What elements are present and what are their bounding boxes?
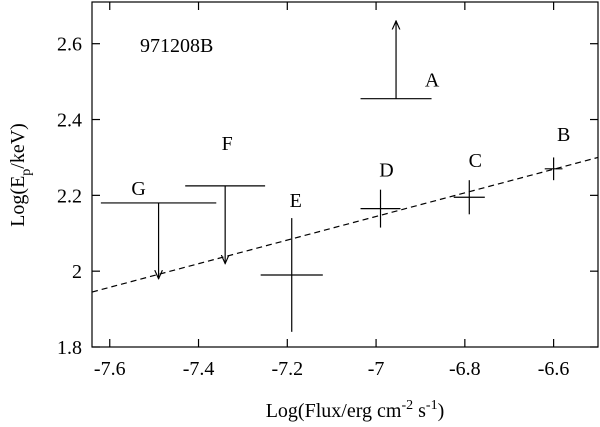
point-label: B [557,124,570,146]
point-label: G [131,178,145,200]
x-axis-label: Log(Flux/erg cm-2 s-1) [266,398,445,422]
y-tick-label: 2 [72,261,82,283]
y-tick-label: 2.4 [57,110,82,132]
x-tick-label: -6.6 [538,358,570,380]
x-tick-label: -7.6 [94,358,126,380]
x-tick-label: -7.2 [271,358,303,380]
point-label: F [222,133,233,155]
y-tick-label: 1.8 [57,337,82,359]
fit-line [91,156,599,293]
point-label: C [469,150,482,172]
x-tick-label: -7.4 [183,358,215,380]
point-label: E [290,190,302,212]
x-tick-label: -7 [368,358,385,380]
y-tick-label: 2.2 [57,185,82,207]
y-tick-label: 2.6 [57,34,82,56]
point-label: D [379,160,393,182]
plot-frame [91,1,599,348]
x-tick-label: -6.8 [449,358,481,380]
chart-title: 971208B [140,35,213,57]
point-label: A [425,70,440,92]
y-axis-label: Log(Ep/keV) [7,123,34,227]
